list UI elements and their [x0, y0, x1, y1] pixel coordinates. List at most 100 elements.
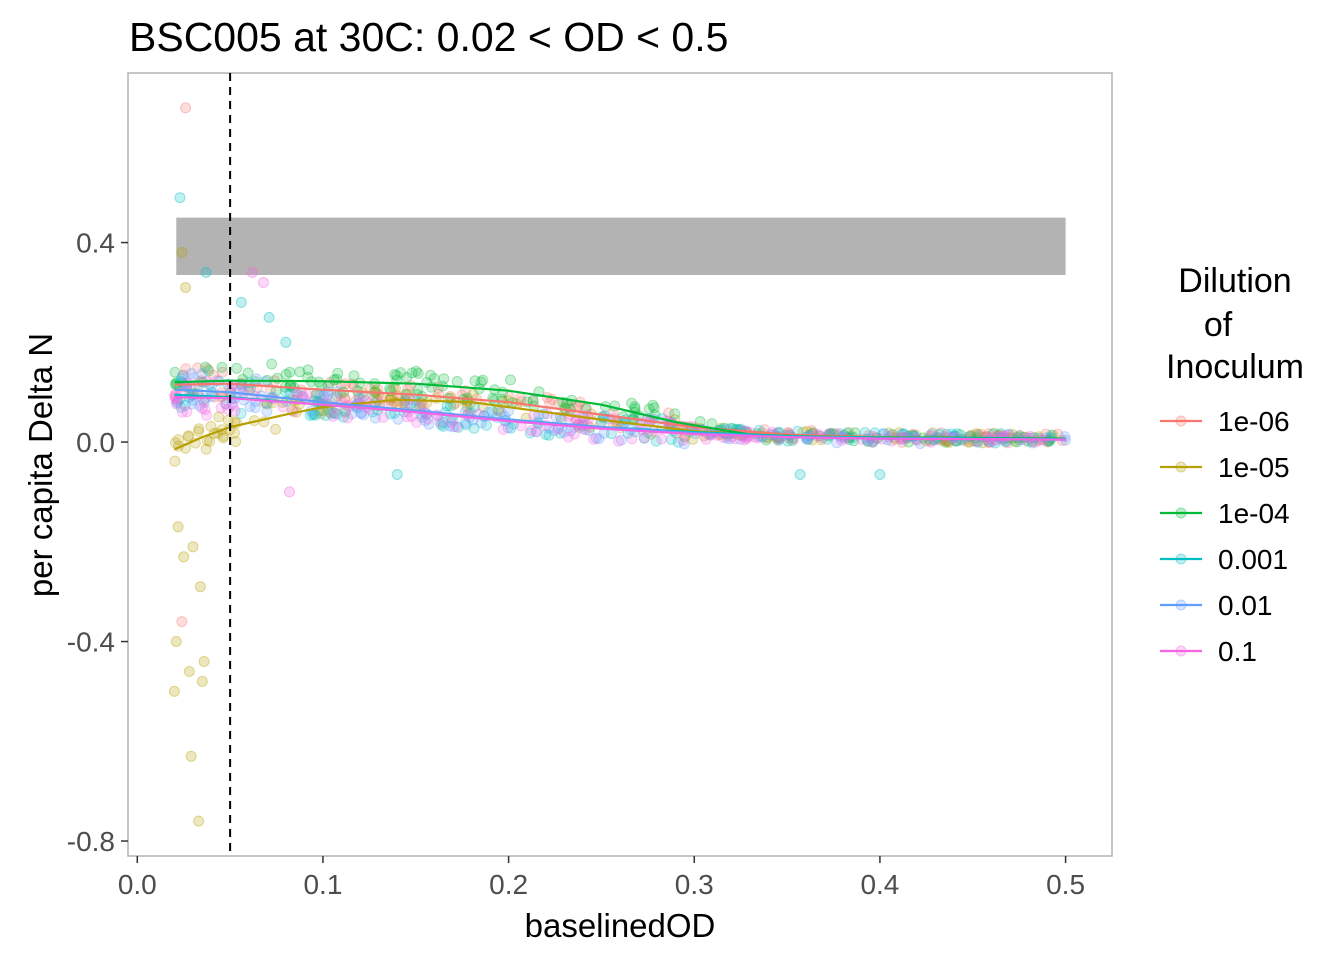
data-point: [451, 376, 463, 387]
data-point: [588, 433, 600, 445]
data-point: [244, 401, 256, 413]
legend-key-point: [1175, 645, 1187, 657]
x-tick-label: 0.5: [1046, 869, 1085, 900]
data-point: [196, 368, 208, 380]
legend-title-line-2: of: [1204, 306, 1233, 344]
data-point: [495, 406, 507, 418]
data-point: [568, 428, 580, 440]
data-point: [626, 433, 638, 445]
data-point: [437, 420, 449, 432]
legend-label: 0.01: [1218, 590, 1273, 621]
outlier-point: [874, 469, 886, 480]
data-point: [215, 402, 227, 414]
data-point: [593, 433, 605, 445]
legend-item: 1e-04: [1160, 498, 1290, 529]
x-tick-label: 0.1: [303, 869, 342, 900]
data-point: [450, 421, 462, 433]
data-point: [199, 361, 211, 373]
data-point: [428, 373, 440, 385]
y-tick-label: -0.4: [67, 627, 115, 658]
data-point: [261, 405, 273, 417]
data-point: [270, 423, 281, 435]
smooth-lines-layer: [173, 379, 1066, 451]
x-axis-ticks: 0.0 0.1 0.2 0.3 0.4 0.5: [118, 856, 1085, 900]
data-point: [172, 434, 184, 446]
outlier-point: [280, 336, 292, 348]
data-point: [663, 407, 675, 419]
legend-key-point: [1175, 599, 1187, 611]
data-point: [331, 408, 343, 420]
data-point: [202, 363, 214, 375]
data-point: [328, 407, 340, 418]
data-point: [445, 416, 457, 428]
data-point: [392, 413, 404, 425]
data-point: [558, 426, 570, 438]
data-point: [638, 432, 650, 444]
outlier-point: [196, 675, 208, 687]
data-point: [497, 423, 509, 435]
legend-item: 0.001: [1160, 544, 1288, 575]
data-point: [554, 427, 566, 439]
shaded-band-layer: [176, 217, 1066, 275]
legend-item: 0.1: [1160, 636, 1257, 667]
data-point: [391, 370, 403, 381]
data-point: [180, 363, 192, 375]
data-point: [320, 410, 332, 421]
data-point: [216, 366, 228, 378]
data-point: [562, 431, 574, 443]
outlier-point: [263, 311, 275, 323]
data-point: [531, 425, 542, 437]
data-point: [448, 421, 459, 433]
chart-title: BSC005 at 30C: 0.02 < OD < 0.5: [129, 14, 728, 60]
data-point: [325, 408, 337, 420]
data-point: [201, 409, 213, 421]
data-point: [169, 437, 181, 449]
data-point: [218, 430, 230, 442]
data-point: [410, 365, 422, 377]
data-point: [656, 433, 668, 445]
data-point: [204, 436, 216, 447]
data-point: [438, 373, 450, 385]
data-point: [672, 436, 684, 448]
data-point: [277, 401, 289, 413]
data-point: [669, 408, 681, 420]
data-point: [192, 362, 204, 374]
data-point: [468, 422, 480, 434]
outlier-point: [194, 581, 206, 593]
data-point: [222, 414, 234, 426]
x-axis-label: baselinedOD: [525, 907, 716, 944]
data-point: [475, 376, 487, 388]
outlier-point: [176, 616, 188, 628]
data-point: [328, 374, 340, 386]
data-point: [213, 411, 225, 423]
data-point: [665, 434, 677, 445]
data-point: [178, 369, 190, 381]
data-point: [284, 366, 296, 378]
data-point: [169, 390, 181, 402]
legend-title-line-1: Dilution: [1178, 262, 1291, 300]
y-tick-label: 0.0: [76, 427, 115, 458]
data-point: [327, 410, 339, 422]
plot-panel: [127, 72, 1113, 857]
data-point: [193, 425, 204, 437]
outlier-point: [246, 267, 258, 278]
data-point: [530, 426, 542, 438]
outlier-point: [198, 656, 210, 667]
data-point: [200, 443, 212, 455]
data-point: [540, 429, 552, 440]
data-point: [229, 427, 240, 439]
legend-label: 0.1: [1218, 636, 1257, 667]
data-point: [235, 407, 247, 419]
legend-key-point: [1175, 461, 1187, 473]
data-point: [469, 375, 481, 387]
x-tick-label: 0.0: [118, 869, 157, 900]
data-point: [412, 368, 424, 379]
data-point: [423, 418, 435, 430]
data-point: [626, 397, 638, 409]
data-point: [460, 419, 472, 431]
data-point: [459, 417, 471, 429]
data-point: [425, 369, 436, 381]
outlier-point: [170, 636, 182, 647]
data-point: [525, 424, 537, 436]
data-point: [502, 422, 514, 434]
